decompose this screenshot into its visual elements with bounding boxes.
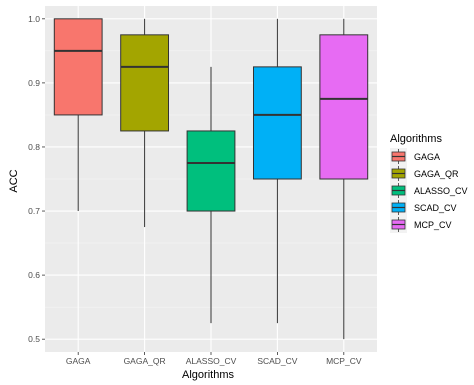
box-body [186, 130, 236, 212]
legend-label: SCAD_CV [414, 203, 457, 213]
y-tick-label: 0.9 [28, 78, 40, 88]
legend-item: GAGA_QR [390, 165, 459, 182]
box-body [319, 34, 369, 180]
box-body [120, 34, 170, 132]
x-axis-title: Algorithms [182, 369, 234, 381]
box-gaga [53, 18, 103, 212]
legend-item: MCP_CV [390, 216, 452, 233]
boxes-layer [53, 18, 369, 340]
box-gaga-qr [120, 18, 170, 228]
y-tick-label: 1.0 [28, 14, 40, 24]
y-axis-title: ACC [8, 169, 20, 192]
y-tick-label: 0.6 [28, 270, 40, 280]
y-tick-label: 0.5 [28, 334, 40, 344]
x-tick-label: GAGA_QR [124, 356, 166, 366]
y-tick-label: 0.8 [28, 142, 40, 152]
legend-label: GAGA_QR [414, 169, 459, 179]
box-alasso-cv [186, 66, 236, 324]
x-tick-label: MCP_CV [326, 356, 362, 366]
legend-label: GAGA [414, 152, 440, 162]
legend: Algorithms GAGA GAGA_QR ALASSO_CV SCAD_CV MC… [390, 133, 468, 233]
x-axis-ticks: GAGA GAGA_QR ALASSO_CV SCAD_CV MCP_CV [66, 352, 362, 366]
box-mcp-cv [319, 18, 369, 340]
x-tick-label: ALASSO_CV [186, 356, 237, 366]
x-tick-label: SCAD_CV [257, 356, 297, 366]
y-axis-ticks: 0.5 0.6 0.7 0.8 0.9 1.0 [28, 14, 45, 344]
legend-item: SCAD_CV [390, 199, 457, 216]
legend-item: ALASSO_CV [390, 182, 468, 199]
box-body [53, 18, 103, 116]
legend-label: MCP_CV [414, 220, 452, 230]
legend-title: Algorithms [390, 133, 442, 145]
legend-label: ALASSO_CV [414, 186, 468, 196]
x-tick-label: GAGA [66, 356, 91, 366]
y-tick-label: 0.7 [28, 206, 40, 216]
legend-item: GAGA [390, 148, 440, 165]
box-body [252, 66, 302, 180]
box-scad-cv [252, 18, 302, 324]
